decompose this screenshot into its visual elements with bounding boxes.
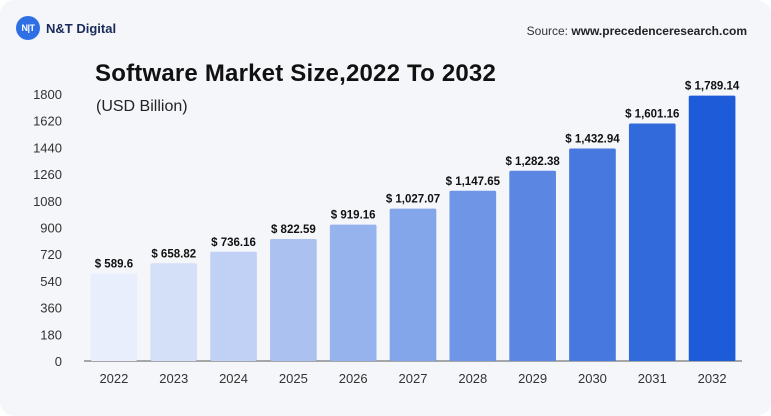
bar [688, 95, 736, 361]
x-tick-label: 2022 [99, 371, 128, 386]
x-tick-label: 2025 [279, 371, 308, 386]
x-tick-label: 2027 [399, 371, 428, 386]
bar [509, 170, 556, 361]
bar [389, 208, 437, 361]
source-url[interactable]: www.precedenceresearch.com [571, 24, 747, 38]
brand-name: N&T Digital [46, 20, 117, 36]
bar [329, 224, 377, 361]
y-tick-label: 1800 [33, 87, 62, 102]
bar [210, 251, 257, 361]
y-tick-label: 900 [40, 221, 62, 236]
data-label: $ 1,432.94 [565, 133, 620, 145]
data-label: $ 736.16 [211, 237, 256, 249]
y-tick-label: 720 [40, 247, 62, 262]
chart-title: Software Market Size,2022 To 2032 [95, 60, 497, 87]
bar [90, 273, 138, 361]
x-tick-label: 2028 [458, 371, 487, 386]
source-prefix: Source: [526, 24, 569, 38]
data-label: $ 1,601.16 [625, 108, 679, 120]
y-tick-label: 1260 [33, 167, 62, 182]
logo-icon: N|T [16, 16, 40, 40]
data-label: $ 1,027.07 [386, 194, 440, 206]
data-label: $ 919.16 [331, 210, 376, 222]
data-label: $ 1,282.38 [505, 156, 560, 168]
bar [449, 190, 497, 361]
y-tick-label: 360 [40, 301, 62, 316]
y-tick-label: 1080 [33, 194, 62, 209]
bar [628, 123, 676, 361]
x-tick-label: 2032 [698, 371, 727, 386]
x-tick-label: 2031 [638, 371, 667, 386]
data-label: $ 1,147.65 [446, 176, 501, 188]
x-tick-label: 2023 [159, 371, 188, 386]
data-label: $ 822.59 [271, 224, 316, 236]
x-tick-label: 2030 [578, 371, 607, 386]
brand-logo: N|T N&T Digital [16, 16, 116, 40]
y-tick-label: 1620 [33, 114, 62, 129]
data-label: $ 658.82 [151, 248, 196, 260]
bar [270, 238, 317, 361]
y-tick-label: 180 [40, 327, 62, 342]
data-label: $ 1,789.14 [685, 81, 740, 93]
y-tick-label: 540 [40, 274, 62, 289]
y-tick-label: 0 [55, 354, 62, 369]
source-credit: Source: www.precedenceresearch.com [527, 24, 747, 38]
data-label: $ 589.6 [95, 259, 133, 271]
y-tick-label: 1440 [33, 140, 62, 155]
x-tick-label: 2029 [518, 371, 547, 386]
bar [569, 148, 616, 361]
chart-subtitle: (USD Billion) [96, 98, 188, 115]
bar [150, 263, 198, 361]
x-tick-label: 2026 [339, 371, 368, 386]
x-tick-label: 2024 [219, 371, 248, 386]
